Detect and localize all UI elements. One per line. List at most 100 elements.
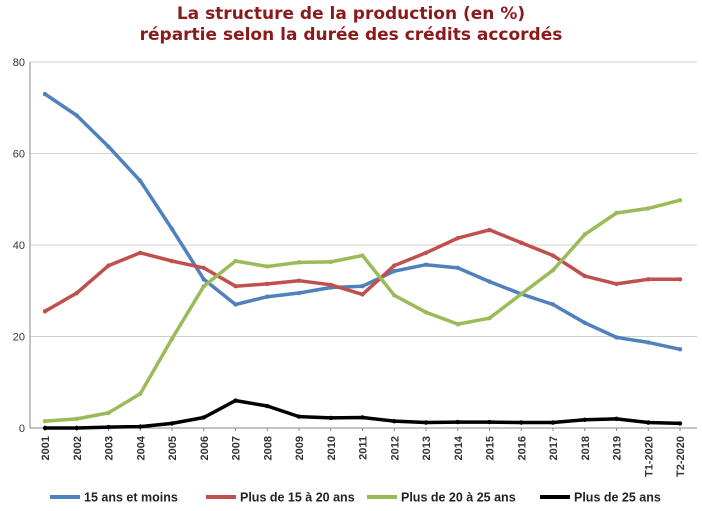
data-point (74, 113, 79, 118)
data-point (42, 91, 48, 97)
y-tick-label: 20 (13, 332, 25, 344)
data-point (138, 178, 143, 184)
data-point (74, 425, 79, 431)
x-tick-label: 2010 (326, 436, 338, 460)
data-point (392, 263, 397, 268)
series-line (43, 398, 682, 430)
y-axis-ticks: 0 20 40 60 80 (13, 57, 25, 435)
x-tick-label: 2018 (580, 436, 592, 460)
data-point (392, 293, 397, 298)
data-point (614, 335, 619, 340)
chart-title-line1: La structure de la production (en %) (176, 4, 526, 24)
data-point (138, 391, 143, 396)
x-tick-label: 2019 (612, 436, 624, 460)
data-point (455, 321, 460, 327)
data-point (677, 347, 683, 352)
data-point (74, 416, 79, 422)
data-point (392, 268, 397, 274)
data-point (296, 278, 302, 283)
x-tick-label: 2001 (40, 436, 52, 460)
data-point (677, 277, 683, 282)
data-point (423, 250, 429, 255)
x-tick-label: 2012 (389, 436, 401, 460)
data-point (233, 398, 238, 403)
data-point (646, 420, 651, 425)
data-point (360, 253, 365, 258)
data-point (169, 258, 175, 264)
data-point (455, 419, 460, 425)
x-tick-label: 2007 (231, 436, 243, 460)
data-point (233, 283, 238, 289)
data-point (519, 240, 524, 245)
x-tick-label: 2003 (104, 436, 116, 460)
x-tick-label: 2009 (294, 436, 306, 460)
legend: 15 ans et moins Plus de 15 à 20 ans Plus d… (50, 491, 661, 505)
data-point (487, 316, 492, 321)
y-tick-label: 60 (13, 149, 25, 161)
y-tick-label: 80 (13, 57, 25, 69)
legend-entry: Plus de 20 à 25 ans (367, 491, 516, 505)
series-line (43, 92, 682, 352)
data-point (233, 302, 238, 307)
data-point (265, 264, 270, 269)
legend-label: Plus de 20 à 25 ans (401, 491, 516, 505)
x-tick-label: 2015 (485, 436, 497, 460)
series-line (43, 228, 682, 314)
x-tick-label: 2005 (167, 436, 179, 460)
data-point (360, 415, 365, 420)
data-point (106, 144, 111, 149)
data-point (265, 403, 270, 409)
data-point (106, 424, 111, 430)
data-point (614, 281, 619, 287)
data-point (614, 416, 619, 422)
gridlines (30, 61, 697, 337)
data-point (328, 259, 333, 265)
legend-label: Plus de 15 à 20 ans (240, 491, 355, 505)
data-point (646, 277, 651, 282)
data-point (550, 267, 556, 273)
data-point (138, 250, 143, 255)
y-tick-label: 40 (13, 240, 25, 252)
x-tick-label: 2002 (72, 436, 84, 460)
data-point (582, 320, 587, 325)
data-point (296, 414, 302, 419)
data-point (392, 418, 397, 424)
data-point (360, 283, 365, 289)
data-point (646, 340, 651, 345)
x-tick-label: 2008 (262, 436, 274, 460)
data-point (42, 425, 48, 431)
data-point (296, 290, 302, 296)
data-point (106, 263, 111, 268)
data-point (106, 410, 111, 416)
axes (29, 62, 697, 431)
data-point (265, 294, 270, 299)
data-point (550, 420, 556, 425)
data-point (423, 420, 429, 425)
data-point (169, 336, 175, 341)
legend-label: 15 ans et moins (84, 491, 178, 505)
data-point (582, 417, 587, 422)
data-point (233, 258, 238, 264)
x-tick-label: 2017 (548, 436, 560, 460)
x-tick-label: 2006 (199, 436, 211, 460)
legend-entry: Plus de 15 à 20 ans (206, 491, 355, 505)
data-point (455, 265, 460, 271)
x-tick-label: 2004 (135, 435, 147, 460)
data-point (550, 253, 556, 258)
data-point (169, 421, 175, 426)
data-point (328, 282, 333, 288)
legend-entry: Plus de 25 ans (540, 491, 661, 505)
data-point (201, 277, 206, 282)
data-point (487, 279, 492, 284)
data-point (519, 420, 524, 425)
data-point (201, 265, 206, 271)
data-point (42, 309, 48, 314)
data-point (582, 273, 587, 279)
data-point (296, 260, 302, 265)
data-point (169, 226, 175, 232)
data-point (582, 232, 587, 237)
data-point (138, 424, 143, 429)
x-tick-label: 2014 (453, 435, 465, 460)
data-point (646, 206, 651, 211)
legend-entry: 15 ans et moins (50, 491, 178, 505)
